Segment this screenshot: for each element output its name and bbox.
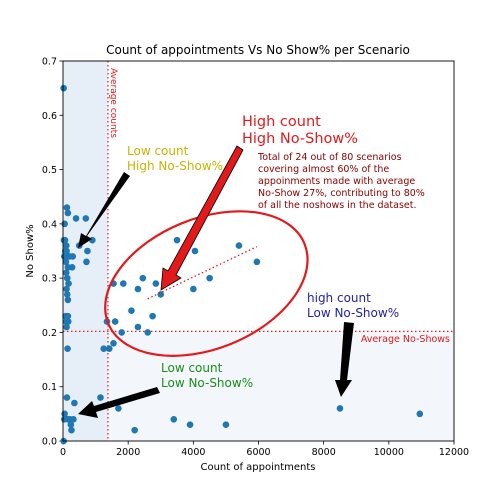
y-tick-label: 0.4 [42, 219, 57, 230]
data-point [71, 399, 78, 407]
data-point [118, 329, 125, 336]
data-point [144, 329, 152, 336]
data-point [97, 394, 104, 401]
data-point [82, 215, 90, 222]
data-point [63, 204, 71, 211]
high-high-note-line: of all the noshows in the dataset. [258, 200, 417, 211]
data-point [67, 421, 75, 429]
data-point [119, 280, 127, 287]
low-noshow-shaded-region [107, 331, 454, 441]
highlight-ellipse [104, 210, 309, 357]
data-point [115, 405, 122, 412]
data-point [62, 258, 70, 266]
y-tick-label: 0.0 [42, 437, 57, 448]
data-point [83, 258, 90, 266]
y-tick-label: 0.1 [42, 382, 57, 393]
data-point [63, 291, 71, 298]
data-point [70, 415, 77, 423]
data-point [63, 323, 70, 331]
y-tick-label: 0.7 [42, 57, 57, 68]
data-point [186, 421, 194, 429]
data-point [68, 263, 76, 271]
low-low-label-line2: Low No-Show% [161, 376, 253, 390]
high-high-title-line2: High No-Show% [242, 131, 358, 147]
data-point [206, 274, 213, 282]
y-tick-label: 0.5 [42, 165, 57, 176]
average-counts-label: Average counts [108, 68, 118, 138]
data-point [139, 274, 147, 282]
x-tick-label: 6000 [246, 447, 270, 458]
plot-area: 0 2000 4000 6000 8000 10000 12000 0.0 0.1 0.2 0.3 0… [42, 57, 469, 459]
data-point [149, 312, 156, 320]
data-point [64, 312, 72, 320]
chart-title: Count of appointments Vs No Show% per Sc… [106, 43, 410, 57]
data-point [191, 247, 199, 255]
data-point [62, 269, 70, 277]
data-point [64, 345, 71, 353]
low-high-label-line1: Low count [127, 144, 189, 158]
data-point [173, 236, 181, 244]
data-point [63, 394, 71, 401]
data-point [84, 247, 91, 255]
data-point [72, 215, 80, 222]
y-tick-label: 0.2 [42, 328, 57, 339]
data-point [63, 285, 70, 293]
high-high-note-line: Total of 24 out of 80 scenarios [257, 152, 402, 163]
data-point [64, 318, 72, 325]
x-tick-label: 4000 [181, 447, 205, 458]
x-axis-label: Count of appointments [200, 462, 315, 473]
high-low-label-line1: high count [307, 291, 371, 305]
x-tick-label: 12000 [439, 447, 469, 458]
data-point [416, 410, 424, 418]
high-high-note-line: covering almost 60% of the [258, 164, 389, 175]
y-tick-label: 0.3 [42, 274, 57, 285]
x-tick-label: 0 [60, 447, 66, 458]
data-point [170, 415, 178, 423]
data-point [63, 247, 70, 255]
data-point [62, 242, 70, 249]
data-point [68, 426, 75, 434]
low-low-arrow [78, 387, 160, 418]
low-high-arrow [78, 172, 130, 248]
data-point [336, 405, 344, 412]
data-point [69, 253, 77, 260]
data-point [134, 323, 142, 331]
trend-line [147, 246, 258, 300]
data-point [60, 84, 67, 92]
high-high-title-line1: High count [242, 114, 321, 130]
data-point [222, 421, 230, 429]
data-point [131, 426, 138, 434]
data-point [105, 345, 113, 353]
data-point [65, 280, 72, 287]
data-point [61, 220, 68, 228]
x-tick-label: 2000 [116, 447, 140, 458]
high-high-arrow [160, 145, 244, 291]
high-high-note-line: No-Show 27%, contributing to 80% [258, 188, 425, 199]
low-high-label-line2: High No-Show% [127, 159, 223, 173]
data-point [152, 280, 160, 287]
data-point [63, 274, 71, 282]
data-point [64, 296, 72, 304]
x-tick-label: 8000 [312, 447, 336, 458]
average-noshows-label: Average No-Shows [361, 334, 450, 345]
x-tick-label: 10000 [374, 447, 404, 458]
high-high-note-line: appoinments made with average [258, 176, 415, 187]
data-point [111, 318, 119, 325]
low-low-label-line1: Low count [161, 361, 223, 375]
high-low-label-line2: Low No-Show% [307, 306, 399, 320]
high-low-arrow [335, 322, 354, 397]
data-point [64, 209, 72, 217]
data-point [253, 258, 261, 266]
data-point [190, 285, 197, 293]
data-point [128, 307, 135, 315]
plot-frame [62, 60, 455, 442]
data-point [100, 345, 108, 353]
data-point [235, 242, 243, 249]
data-point [110, 339, 117, 347]
y-axis-label: No Show% [25, 224, 36, 277]
y-tick-label: 0.6 [42, 111, 57, 122]
data-point [134, 285, 142, 293]
